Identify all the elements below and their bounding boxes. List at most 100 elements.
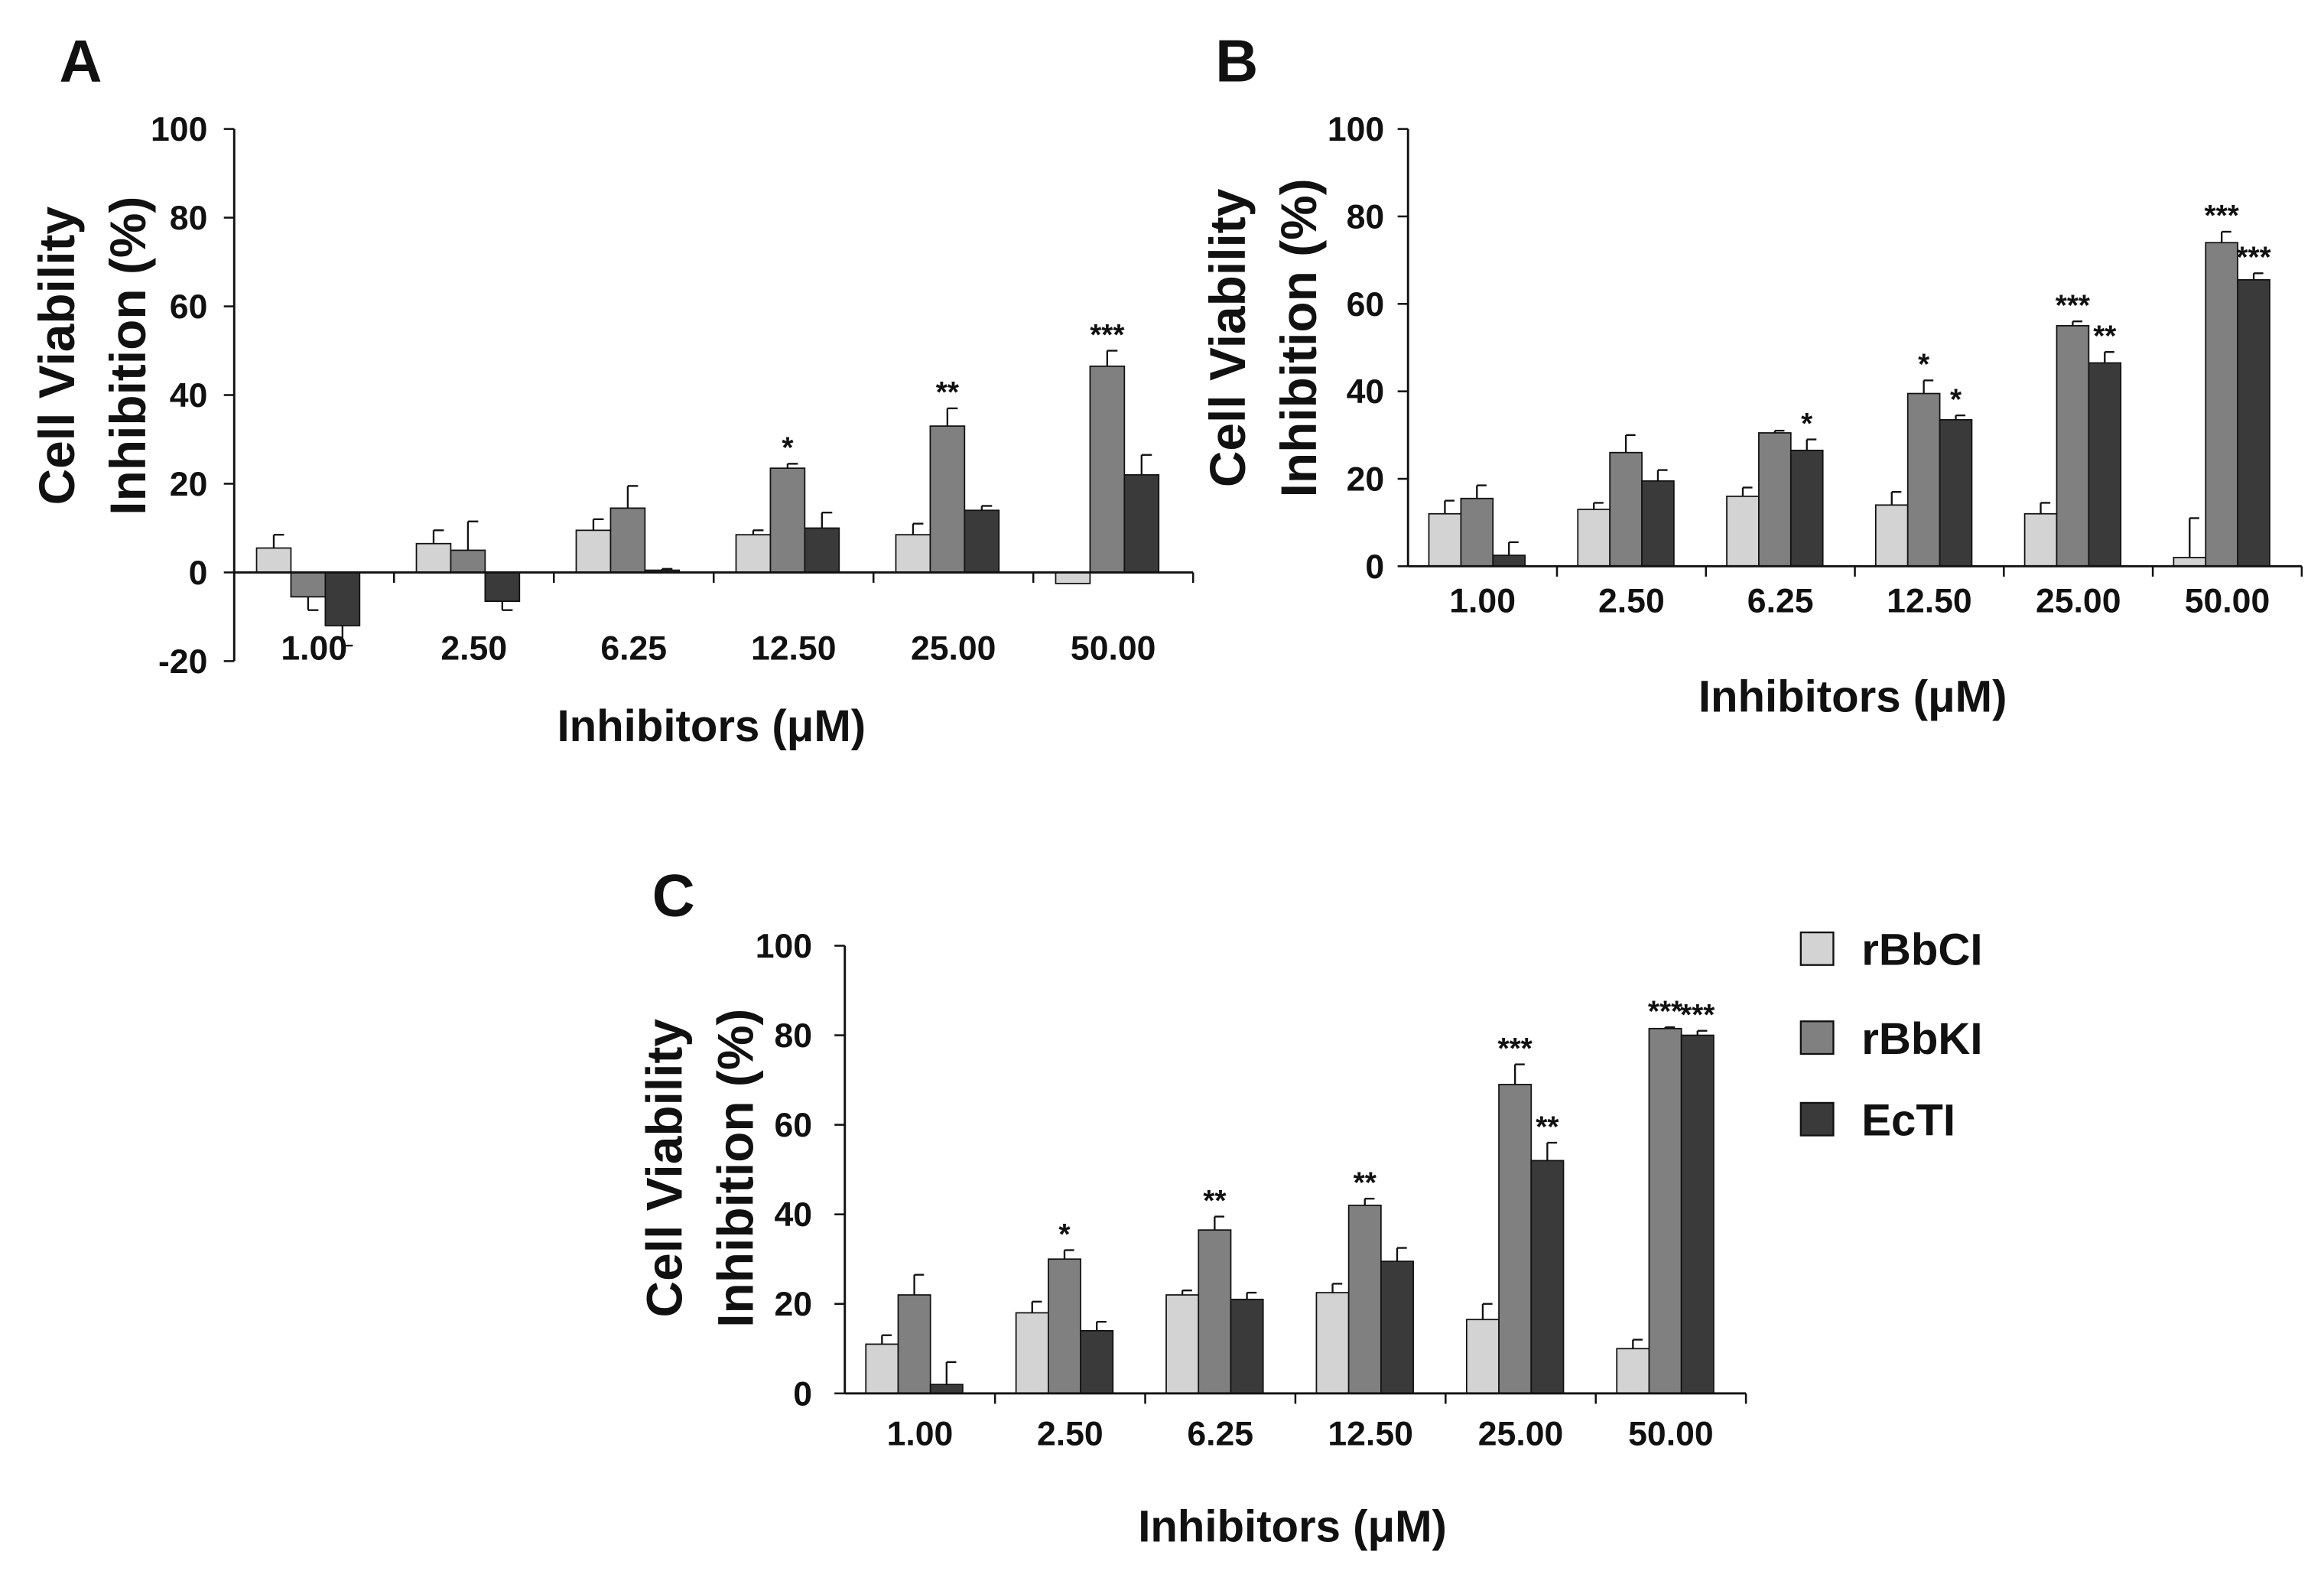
panel-a-category-label-3: 12.50 — [751, 629, 837, 667]
legend-item-rbbki: rBbKI — [1799, 1014, 1983, 1064]
panel-c-bar-rbbki-5 — [1648, 1027, 1682, 1394]
panel-b-bar-rbbki-3 — [1906, 392, 1941, 568]
legend-swatch-rbbki — [1799, 1020, 1835, 1055]
legend-item-ecti: EcTI — [1799, 1096, 1955, 1146]
panel-b-ytick-label-5: 100 — [1328, 111, 1384, 148]
panel-a-bar-rbbci-3 — [735, 534, 772, 574]
legend-swatch-rbbci — [1799, 931, 1835, 966]
legend: rBbCI rBbKI EcTI — [1799, 925, 1983, 1146]
panel-c-bar-rbbci-2 — [1165, 1294, 1200, 1394]
panel-c-category-label-1: 2.50 — [1037, 1416, 1103, 1453]
panel-c-sig-rbbki-1: * — [1058, 1218, 1071, 1251]
panel-c-sig-rbbki-4: *** — [1498, 1033, 1533, 1065]
panel-c-plot: 1.00*2.50**6.25**12.50*****25.00******50… — [756, 928, 1747, 1453]
panel-c-category-label-4: 25.00 — [1478, 1416, 1564, 1453]
panel-c-sig-rbbki-5: *** — [1648, 995, 1683, 1028]
panel-b-bar-rbbki-4 — [2056, 325, 2090, 568]
panel-a-bar-rbbki-1 — [450, 549, 486, 574]
panel-a-ytick-label-0: -20 — [158, 643, 207, 681]
panel-b-bar-rbbki-1 — [1609, 451, 1643, 568]
panel-a-category-label-1: 2.50 — [440, 629, 507, 667]
panel-c-bar-ecti-4 — [1530, 1160, 1565, 1394]
panel-b-bar-ecti-3 — [1939, 418, 1973, 568]
panel-a-bar-rbbci-4 — [895, 534, 931, 574]
panel-b-sig-ecti-4: ** — [2093, 320, 2117, 353]
panel-c-sig-ecti-4: ** — [1536, 1111, 1559, 1143]
panel-b-sig-rbbki-5: *** — [2205, 200, 2240, 233]
panel-c-ytick-label-0: 0 — [793, 1375, 812, 1413]
panel-b-sig-rbbki-4: *** — [2056, 289, 2091, 322]
legend-label-ecti: EcTI — [1861, 1096, 1955, 1146]
panel-b-bar-rbbki-2 — [1758, 432, 1792, 568]
panel-c-bar-rbbki-0 — [897, 1294, 931, 1394]
panel-b-sig-rbbki-3: * — [1918, 349, 1930, 382]
panel-a-bar-rbbci-1 — [415, 542, 452, 574]
panel-a-ytick-label-3: 40 — [170, 377, 208, 415]
panel-b-ylabel-line1: Cell Viability — [1199, 188, 1256, 487]
panel-c-bar-rbbki-3 — [1347, 1205, 1382, 1394]
panel-a-ytick-label-6: 100 — [151, 111, 207, 148]
panel-a-bar-rbbki-2 — [609, 507, 646, 574]
panel-b-ytick-label-3: 60 — [1347, 286, 1385, 324]
panel-b-bar-ecti-0 — [1492, 555, 1526, 568]
panel-b-bar-rbbci-2 — [1726, 495, 1760, 568]
panel-c-sig-rbbki-2: ** — [1203, 1185, 1227, 1218]
panel-a-letter: A — [60, 29, 102, 95]
panel-c-letter: C — [652, 864, 695, 929]
panel-a-ytick-label-1: 0 — [189, 555, 208, 592]
panel-a-bar-rbbki-0 — [290, 571, 327, 598]
panel-b-ytick-label-2: 40 — [1347, 373, 1385, 411]
panel-c-bar-rbbki-4 — [1498, 1084, 1533, 1394]
panel-b-bar-ecti-4 — [2088, 362, 2122, 568]
panel-b-category-label-0: 1.00 — [1449, 582, 1516, 620]
panel-a-bar-rbbci-0 — [255, 547, 292, 574]
panel-a-category-label-4: 25.00 — [911, 629, 996, 667]
panel-a: A Cell Viability Inhibition (%) 1.00 2.50… — [28, 29, 1195, 751]
panel-c-ylabel-line2: Inhibition (%) — [707, 1009, 764, 1328]
panel-a-bar-ecti-3 — [804, 527, 840, 574]
panel-a-category-label-0: 1.00 — [281, 629, 347, 667]
panel-b-category-label-4: 25.00 — [2036, 582, 2121, 620]
legend-label-rbbki: rBbKI — [1861, 1014, 1982, 1064]
panel-a-category-label-5: 50.00 — [1071, 629, 1156, 667]
panel-b-bar-rbbci-5 — [2173, 557, 2207, 568]
panel-c-ytick-label-5: 100 — [756, 928, 812, 965]
panel-c-category-label-2: 6.25 — [1187, 1416, 1253, 1453]
panel-a-xlabel: Inhibitors (μM) — [557, 701, 866, 751]
panel-a-bar-rbbki-5 — [1089, 365, 1126, 574]
panel-b: B Cell Viability Inhibition (%) 1.00 2.50… — [1199, 29, 2303, 721]
panel-b-bar-rbbci-4 — [2023, 512, 2058, 568]
panel-c-ytick-label-3: 60 — [775, 1107, 813, 1144]
panel-b-category-label-2: 6.25 — [1747, 582, 1814, 620]
panel-c-bar-ecti-2 — [1230, 1299, 1264, 1394]
panel-a-ytick-label-2: 20 — [170, 466, 208, 503]
panel-b-plot: 1.00 2.50*6.25**12.50*****25.00******50.0… — [1328, 111, 2303, 620]
panel-a-bar-rbbki-3 — [769, 467, 806, 574]
panel-a-bar-ecti-4 — [964, 509, 1000, 574]
panel-c-bar-rbbci-3 — [1315, 1292, 1350, 1394]
legend-swatch-ecti — [1799, 1101, 1835, 1137]
panel-b-sig-ecti-3: * — [1950, 383, 1962, 416]
panel-b-bar-rbbki-5 — [2205, 242, 2239, 568]
panel-c-bar-rbbci-4 — [1465, 1319, 1500, 1394]
panel-b-ytick-label-0: 0 — [1365, 548, 1384, 586]
panel-c-ytick-label-2: 40 — [775, 1196, 813, 1234]
panel-c-sig-rbbki-3: ** — [1354, 1166, 1377, 1199]
panel-c-bar-ecti-0 — [929, 1384, 964, 1394]
panel-c-category-label-5: 50.00 — [1628, 1416, 1714, 1453]
panel-a-category-label-2: 6.25 — [600, 629, 667, 667]
panel-b-sig-ecti-5: *** — [2236, 242, 2271, 275]
panel-b-ylabel-line2: Inhibition (%) — [1270, 178, 1327, 497]
panel-b-bar-rbbki-0 — [1460, 497, 1494, 568]
panel-b-bar-rbbci-1 — [1577, 509, 1611, 568]
panel-a-ytick-label-5: 80 — [170, 200, 208, 237]
panel-a-bar-rbbci-5 — [1055, 571, 1091, 584]
panel-a-plot: 1.00 2.50 6.25 * 12.50 ** 25.00 *** 50.00 -20 0 20 4… — [151, 111, 1195, 681]
panel-b-bar-rbbci-3 — [1874, 504, 1909, 568]
panel-c-bar-rbbki-1 — [1047, 1258, 1081, 1394]
panel-a-sig-rbbki-5: *** — [1090, 319, 1125, 352]
panel-c-ytick-label-1: 20 — [775, 1286, 813, 1323]
panel-c-category-label-3: 12.50 — [1328, 1416, 1413, 1453]
legend-label-rbbci: rBbCI — [1861, 925, 1982, 975]
